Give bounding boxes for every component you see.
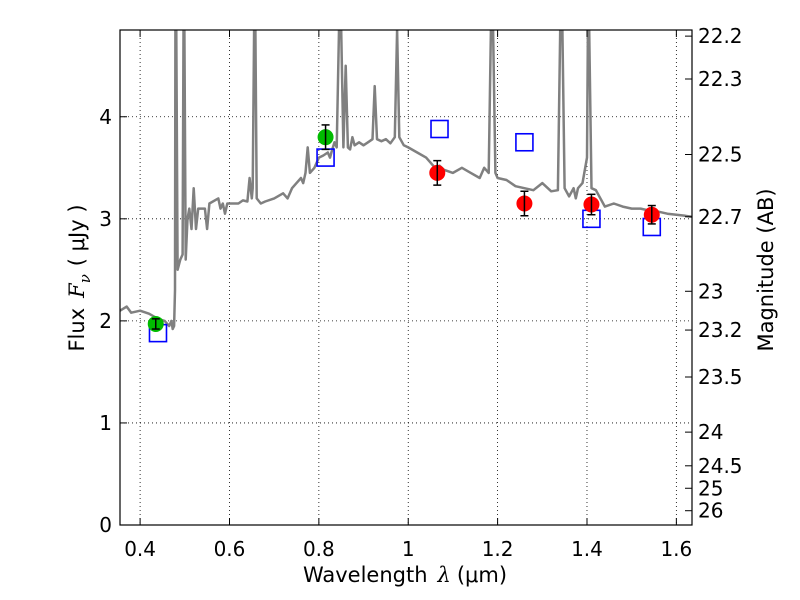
grid-lines	[120, 30, 692, 525]
x-tick-label: 1	[402, 537, 415, 561]
x-axis-label-text: Wavelength	[303, 563, 428, 587]
sed-model-line	[120, 30, 692, 331]
y-axis-label-symbol: F	[65, 282, 89, 299]
mag-tick-label: 22.3	[698, 67, 743, 91]
x-tick-label: 1.6	[660, 537, 692, 561]
mag-tick-label: 24.5	[698, 454, 743, 478]
y-axis-label-text: Flux	[65, 308, 89, 352]
plot-frame	[119, 29, 693, 526]
y2-axis-label: Magnitude (AB)	[754, 188, 778, 351]
mag-tick-label: 23.2	[698, 318, 743, 342]
mag-tick-label: 22.2	[698, 24, 743, 48]
y-axis-label-subscript: ν	[76, 274, 94, 283]
mag-tick-label: 23	[698, 279, 723, 303]
x-tick-label: 1.2	[482, 537, 514, 561]
mag-tick-label: 25	[698, 476, 723, 500]
y-tick-label: 4	[99, 105, 112, 129]
mag-tick-label: 22.7	[698, 205, 743, 229]
model-flux-square	[430, 119, 449, 139]
x-tick-label: 0.4	[124, 537, 156, 561]
axis-ticks: 0.4 0.6 0.8 1 1.2 1.4 1.60123422.222.322.522.7…	[99, 24, 742, 561]
y-tick-label: 3	[99, 207, 112, 231]
x-axis-label-symbol: λ	[437, 563, 451, 587]
mag-tick-label: 23.5	[698, 365, 743, 389]
y-tick-label: 1	[99, 411, 112, 435]
x-tick-label: 0.6	[214, 537, 246, 561]
y-axis-label: Flux Fν ( μJy )	[65, 204, 94, 351]
mag-tick-label: 24	[698, 420, 723, 444]
mag-tick-label: 26	[698, 499, 723, 523]
x-tick-label: 1.4	[571, 537, 603, 561]
x-axis-label: Wavelength λ (μm)	[303, 563, 507, 587]
plot-area	[120, 30, 692, 343]
y-tick-label: 0	[99, 513, 112, 537]
x-axis-label-unit: (μm)	[457, 563, 507, 587]
mag-tick-label: 22.5	[698, 143, 743, 167]
x-tick-label: 0.8	[303, 537, 335, 561]
y-axis-label-unit: ( μJy )	[65, 204, 89, 266]
y-tick-label: 2	[99, 309, 112, 333]
model-flux-square	[515, 132, 534, 152]
